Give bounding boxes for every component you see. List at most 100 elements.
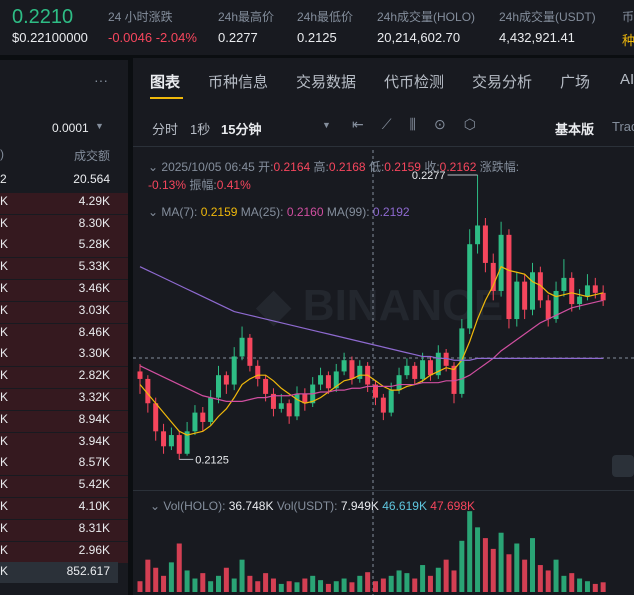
candle-body — [482, 225, 488, 263]
volume-bar — [192, 578, 198, 592]
candle-body — [192, 412, 198, 432]
volume-bar — [451, 570, 457, 592]
depth-bar — [0, 541, 128, 563]
volume-bar — [302, 578, 308, 592]
candle-body — [498, 234, 504, 291]
row-price: K — [0, 564, 9, 579]
volume-bar — [168, 562, 174, 592]
high-label: 0.2277 — [412, 170, 446, 182]
row-price: K — [0, 281, 9, 295]
candle-body — [553, 290, 559, 320]
candle-body — [255, 365, 261, 379]
depth-bar — [0, 280, 128, 301]
candle-body — [286, 403, 292, 417]
volume-bar — [530, 538, 535, 592]
volume-bar — [396, 570, 402, 592]
candle-body — [200, 412, 206, 422]
candle-body — [467, 244, 473, 329]
candle-body — [537, 272, 543, 301]
value: 4,432,921.41 — [499, 30, 575, 45]
candle-body — [357, 365, 363, 379]
tool-icons[interactable]: ⇤⟋⫼⊙⬡ — [352, 116, 494, 132]
row-price: K — [0, 346, 9, 361]
side-button[interactable] — [612, 455, 634, 477]
value: 0.2164 — [273, 160, 311, 174]
candle-body — [506, 234, 512, 320]
row-price: K — [0, 259, 9, 274]
volume-bar — [310, 575, 316, 592]
dropdown-arrow[interactable]: ▼ — [322, 120, 331, 130]
value: 0.2159 — [200, 205, 238, 219]
label: Vol(HOLO): — [163, 499, 226, 513]
label: 币 — [622, 10, 634, 24]
candle-body — [412, 365, 418, 379]
tab[interactable]: 交易分析 — [472, 74, 533, 91]
volume-bar — [482, 538, 488, 592]
volume-bar — [286, 581, 292, 592]
volume-bar — [365, 572, 371, 592]
volume-bar — [412, 578, 418, 592]
volume-bar — [388, 575, 394, 592]
candle-body — [278, 403, 284, 409]
depth-bar — [0, 519, 128, 541]
tab[interactable]: 图表 — [150, 74, 181, 91]
label: 24h最低价 — [297, 10, 354, 24]
value: 0.41% — [216, 178, 251, 192]
candle-body — [545, 300, 551, 320]
volume-bar — [373, 581, 378, 592]
collapse[interactable]: ⌄ — [148, 160, 162, 174]
price: 0.2210 — [12, 6, 74, 28]
interval[interactable]: 1秒 — [190, 122, 211, 137]
mode[interactable]: 基本版 — [555, 122, 595, 137]
volume-bar — [231, 578, 237, 592]
interval[interactable]: 分时 — [152, 122, 179, 137]
volume-bar — [459, 540, 465, 592]
volume-bar — [294, 582, 300, 592]
volume-bar — [600, 582, 606, 592]
tab[interactable]: 交易数据 — [296, 74, 357, 91]
volume-bar — [569, 573, 575, 592]
row-price: K — [0, 520, 9, 535]
label: 24h成交量(USDT) — [499, 10, 596, 24]
volume-bar — [577, 578, 583, 592]
tab[interactable]: 代币检测 — [384, 74, 445, 91]
label: 24h成交量(HOLO) — [377, 10, 476, 24]
interval[interactable]: 15分钟 — [221, 122, 262, 137]
tab[interactable]: 广场 — [560, 74, 591, 91]
volume-bar — [490, 548, 496, 592]
label: MA(7): — [161, 205, 198, 219]
depth-bar — [0, 432, 128, 454]
menu[interactable]: ··· — [94, 72, 108, 88]
candle-body — [396, 375, 402, 391]
volume-bar — [333, 581, 339, 592]
candle-body — [216, 375, 221, 398]
row-amount: 5.42K — [78, 477, 110, 492]
value: 0.2192 — [372, 205, 410, 219]
depth-bar — [0, 454, 128, 476]
candle-body — [388, 390, 394, 413]
tab[interactable]: AI — [620, 71, 634, 88]
value: 46.619K — [382, 499, 427, 513]
volume-bar — [247, 575, 253, 592]
row-price: K — [0, 302, 9, 317]
precision[interactable]: 0.0001 — [52, 121, 89, 135]
row-amount: 8.31K — [78, 520, 110, 535]
volume-bar — [208, 581, 214, 592]
tab[interactable]: 币种信息 — [208, 74, 269, 91]
value: 0.2125 — [297, 30, 337, 45]
candle-body — [443, 352, 449, 366]
row-amount: 3.94K — [78, 433, 110, 448]
row-amount: 3.32K — [78, 390, 110, 404]
candle-body — [239, 337, 245, 357]
volume-bar — [325, 583, 331, 592]
label: 开: — [258, 160, 274, 174]
mode2[interactable]: Trad — [612, 119, 634, 134]
depth-bar — [0, 389, 128, 410]
volume-bar — [357, 575, 363, 592]
row-amount: 4.10K — [78, 499, 110, 513]
candle-body — [333, 371, 339, 389]
dropdown-arrow[interactable]: ▼ — [95, 121, 104, 131]
candle-body — [318, 375, 324, 385]
